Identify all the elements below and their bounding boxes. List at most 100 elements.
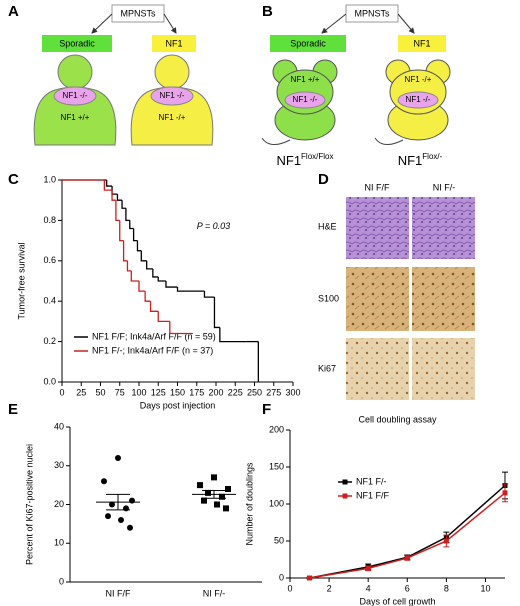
genotype-base: NF1 bbox=[398, 153, 423, 168]
x-tick-label: 0 bbox=[287, 583, 292, 593]
point bbox=[197, 482, 203, 489]
survival-step bbox=[138, 281, 146, 292]
legend-label: NF1 F/F bbox=[356, 490, 390, 500]
survival-step bbox=[152, 268, 159, 278]
genotype: NF1 -/- bbox=[293, 95, 318, 104]
y-tick-label: 0.8 bbox=[43, 215, 56, 225]
point bbox=[127, 524, 133, 531]
survival-step bbox=[106, 180, 113, 187]
y-tick-label: 0 bbox=[279, 572, 284, 582]
genotype: NF1 +/+ bbox=[291, 75, 320, 84]
survival-step bbox=[169, 321, 193, 335]
legend-marker bbox=[342, 493, 348, 499]
genotype: NF1 -/- bbox=[63, 91, 88, 100]
x-tick-label: 300 bbox=[285, 387, 300, 397]
point bbox=[105, 513, 111, 520]
panel-d: D NI F/F NI F/- H&E S100 Ki67 bbox=[318, 171, 475, 400]
survival-step bbox=[219, 327, 247, 343]
point bbox=[109, 501, 115, 508]
y-axis-label: Number of doublings bbox=[244, 462, 254, 546]
survival-step bbox=[129, 220, 134, 230]
image bbox=[412, 338, 475, 400]
box-text: Sporadic bbox=[290, 38, 326, 48]
box-text: NF1 bbox=[413, 38, 430, 48]
box bbox=[270, 35, 346, 52]
genotype: NF1 -/- bbox=[406, 95, 431, 104]
panel-b: B MPNSTs Sporadic NF1 NF1 +/+ NF1 -/- NF… bbox=[261, 3, 451, 168]
x-tick-label: 2 bbox=[327, 583, 332, 593]
chart-title: Cell doubling assay bbox=[358, 414, 437, 424]
point bbox=[129, 497, 135, 504]
point bbox=[123, 505, 129, 512]
x-tick-label: 4 bbox=[366, 583, 371, 593]
x-tick-label: 150 bbox=[170, 387, 185, 397]
image bbox=[346, 338, 409, 400]
x-tick-label: 200 bbox=[208, 387, 223, 397]
x-tick-label: 275 bbox=[266, 387, 281, 397]
x-tick-label: NI F/F bbox=[106, 588, 131, 598]
series-line bbox=[309, 484, 506, 579]
point bbox=[307, 575, 313, 581]
survival-step bbox=[111, 186, 118, 195]
ellipse bbox=[150, 86, 194, 106]
arrow bbox=[397, 13, 415, 34]
survival-step bbox=[126, 260, 132, 272]
x-tick-label: 50 bbox=[95, 387, 105, 397]
y-tick-label: 20 bbox=[54, 499, 64, 509]
x-tick-label: 225 bbox=[228, 387, 243, 397]
ellipse bbox=[284, 91, 326, 109]
y-tick-label: 150 bbox=[269, 461, 284, 471]
survival-step bbox=[149, 301, 159, 312]
head bbox=[154, 54, 190, 90]
y-tick-label: 200 bbox=[269, 424, 284, 434]
survival-step bbox=[136, 240, 142, 252]
point bbox=[211, 474, 217, 481]
x-tick-label: NI F/- bbox=[203, 588, 226, 598]
survival-step bbox=[121, 200, 126, 209]
genotype-label: NF1Flox/Flox bbox=[276, 152, 333, 168]
genotype: NF1 -/+ bbox=[405, 75, 432, 84]
x-tick-label: 75 bbox=[115, 387, 125, 397]
panel-a: A MPNSTs Sporadic NF1 NF1 -/- NF1 +/+ NF… bbox=[8, 3, 214, 146]
genotype-sup: Flox/- bbox=[422, 152, 442, 161]
x-tick-label: 125 bbox=[151, 387, 166, 397]
y-tick-label: 0.0 bbox=[43, 376, 56, 386]
y-tick-label: 0.2 bbox=[43, 336, 56, 346]
point bbox=[101, 478, 107, 485]
point bbox=[365, 565, 371, 571]
survival-step bbox=[122, 240, 128, 262]
point bbox=[404, 555, 410, 561]
point bbox=[223, 505, 229, 512]
error-bar bbox=[106, 493, 130, 511]
genotype-base: NF1 bbox=[276, 153, 301, 168]
box bbox=[111, 4, 165, 23]
y-tick-label: 40 bbox=[54, 421, 64, 431]
point bbox=[118, 517, 124, 523]
x-tick-label: 10 bbox=[480, 583, 490, 593]
panel-label: A bbox=[8, 3, 19, 20]
row-label: H&E bbox=[318, 221, 337, 231]
y-tick-label: 0.6 bbox=[43, 255, 56, 265]
ellipse bbox=[53, 86, 97, 106]
row-label: Ki67 bbox=[318, 363, 336, 373]
genotype: NF1 +/+ bbox=[61, 113, 90, 122]
box bbox=[42, 35, 112, 52]
y-tick-label: 1.0 bbox=[43, 174, 56, 184]
tail bbox=[374, 137, 404, 145]
legend-label: NF1 F/-; Ink4a/Arf F/F (n = 37) bbox=[92, 345, 213, 355]
point bbox=[214, 501, 220, 508]
column-label: NI F/- bbox=[433, 182, 456, 192]
survival-step bbox=[125, 208, 130, 222]
arrow bbox=[321, 13, 347, 34]
survival-step bbox=[176, 287, 205, 292]
survival-step bbox=[140, 250, 147, 262]
row-label: S100 bbox=[318, 293, 339, 303]
genotype-label: NF1Flox/- bbox=[398, 152, 443, 168]
image bbox=[346, 197, 409, 259]
point bbox=[502, 490, 508, 496]
column-label: NI F/F bbox=[365, 182, 390, 192]
head bbox=[57, 54, 93, 90]
survival-step bbox=[111, 190, 116, 201]
arrow bbox=[91, 13, 113, 34]
